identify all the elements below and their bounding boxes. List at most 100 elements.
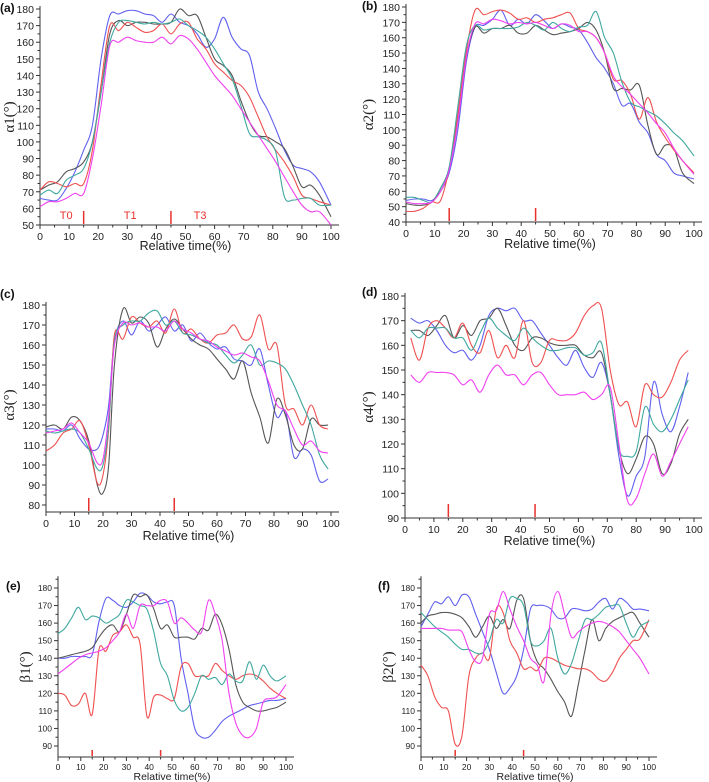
x-tick-label: 100 xyxy=(685,228,703,240)
x-tick-label: 40 xyxy=(515,228,527,240)
x-tick-label: 60 xyxy=(209,231,221,243)
y-tick-label: 160 xyxy=(22,340,40,352)
y-tick-label: 130 xyxy=(381,414,399,426)
y-tick-label: 60 xyxy=(22,203,34,215)
y-tick-label: 160 xyxy=(401,618,415,628)
panel-c: 0 10 20 30 40 50 60 70 80 90 100 80 90 100 110 120 130 14… xyxy=(0,287,340,543)
series-line-black xyxy=(39,8,332,217)
y-tick-label: 140 xyxy=(38,653,52,663)
y-tick-label: 90 xyxy=(387,513,399,525)
y-tick-label: 90 xyxy=(28,480,40,492)
y-tick-label: 170 xyxy=(401,601,415,611)
x-tick-label: 70 xyxy=(601,524,613,536)
y-tick-label: 80 xyxy=(22,170,34,182)
y-tick-label: 150 xyxy=(16,54,34,66)
x-tick-label: 80 xyxy=(268,518,280,530)
x-tick-label: 100 xyxy=(685,524,703,536)
x-axis-label: Relative time(%) xyxy=(143,529,235,543)
series-line-black xyxy=(410,307,689,475)
x-tick-label: 40 xyxy=(154,518,166,530)
y-tick-label: 70 xyxy=(22,187,34,199)
y-tick-label: 150 xyxy=(22,360,40,372)
y-tick-label: 180 xyxy=(401,583,415,593)
x-tick-label: 10 xyxy=(69,518,81,530)
y-tick-label: 180 xyxy=(22,300,40,312)
panel-f: 0 10 20 30 40 50 60 70 80 90 100 90 100 110 120 130 140 1… xyxy=(378,576,657,782)
y-tick-label: 180 xyxy=(16,4,34,16)
x-tick-label: 0 xyxy=(37,231,43,243)
x-tick-label: 90 xyxy=(296,231,308,243)
y-tick-label: 180 xyxy=(38,583,52,593)
panel-label: (a) xyxy=(0,1,15,15)
x-tick-label: 30 xyxy=(487,228,499,240)
panel-d: 0 10 20 30 40 50 60 70 80 90 100 90 100 110 120 130 140 1… xyxy=(361,285,703,548)
panel-e: 0 10 20 30 40 50 60 70 80 90 100 90 100 110 120 130 140 1… xyxy=(6,576,294,782)
panel-a: 0 10 20 30 40 50 60 70 80 90 100 50 60 70 80 90 100 110 12… xyxy=(0,1,340,253)
series-line-teal xyxy=(410,317,689,458)
y-tick-label: 160 xyxy=(381,340,399,352)
series-line-magenta xyxy=(45,320,329,466)
x-tick-label: 10 xyxy=(63,231,75,243)
series-line-teal xyxy=(45,309,329,472)
y-tick-label: 150 xyxy=(381,365,399,377)
series-line-teal xyxy=(39,18,332,207)
y-axis-label: β1(°) xyxy=(18,651,34,682)
series-line-black xyxy=(45,306,329,495)
series-line-black xyxy=(420,594,650,718)
x-tick-label: 20 xyxy=(462,762,472,772)
x-tick-label: 80 xyxy=(267,231,279,243)
y-tick-label: 110 xyxy=(401,706,415,716)
x-tick-label: 0 xyxy=(43,518,49,530)
x-axis-label: Relative time(%) xyxy=(504,534,596,548)
series-line-magenta xyxy=(410,364,689,506)
series-line-teal xyxy=(57,599,287,712)
y-axis-label: α2(°) xyxy=(361,99,377,130)
x-tick-label: 50 xyxy=(183,518,195,530)
x-tick-label: 90 xyxy=(258,762,268,772)
y-tick-label: 180 xyxy=(381,291,399,303)
x-tick-label: 50 xyxy=(544,228,556,240)
panel-label: (f) xyxy=(378,579,390,593)
panel-label: (c) xyxy=(0,287,15,301)
x-tick-label: 60 xyxy=(190,762,200,772)
x-tick-label: 30 xyxy=(486,524,498,536)
y-tick-label: 90 xyxy=(22,154,34,166)
y-tick-label: 160 xyxy=(16,37,34,49)
x-tick-label: 0 xyxy=(56,762,61,772)
y-tick-label: 140 xyxy=(16,70,34,82)
y-tick-label: 120 xyxy=(22,420,40,432)
y-tick-label: 170 xyxy=(382,17,400,29)
y-tick-label: 100 xyxy=(16,137,34,149)
x-tick-label: 90 xyxy=(659,228,671,240)
y-tick-label: 120 xyxy=(381,439,399,451)
x-tick-label: 100 xyxy=(642,762,656,772)
series-line-blue xyxy=(57,592,287,739)
y-tick-label: 50 xyxy=(388,202,400,214)
y-axis-label: β2(°) xyxy=(381,651,397,682)
x-tick-label: 40 xyxy=(515,524,527,536)
y-tick-label: 130 xyxy=(38,671,52,681)
series-line-red xyxy=(410,301,689,428)
x-tick-label: 90 xyxy=(659,524,671,536)
y-tick-label: 110 xyxy=(23,440,40,452)
x-tick-label: 10 xyxy=(428,524,440,536)
series-line-red xyxy=(420,604,650,747)
y-tick-label: 80 xyxy=(388,156,400,168)
x-tick-label: 30 xyxy=(122,762,132,772)
series-line-magenta xyxy=(421,590,650,684)
y-tick-label: 100 xyxy=(382,125,400,137)
y-tick-label: 160 xyxy=(38,618,52,628)
x-tick-label: 70 xyxy=(238,231,250,243)
y-tick-label: 110 xyxy=(382,464,399,476)
series-line-blue xyxy=(420,593,650,695)
y-tick-label: 150 xyxy=(382,48,400,60)
x-tick-label: 40 xyxy=(151,231,163,243)
y-tick-label: 170 xyxy=(38,601,52,611)
x-tick-label: 100 xyxy=(322,231,340,243)
y-tick-label: 90 xyxy=(43,741,53,751)
phase-label: T1 xyxy=(124,210,137,222)
y-tick-label: 100 xyxy=(38,723,52,733)
y-tick-label: 150 xyxy=(401,636,415,646)
y-tick-label: 160 xyxy=(382,33,400,45)
